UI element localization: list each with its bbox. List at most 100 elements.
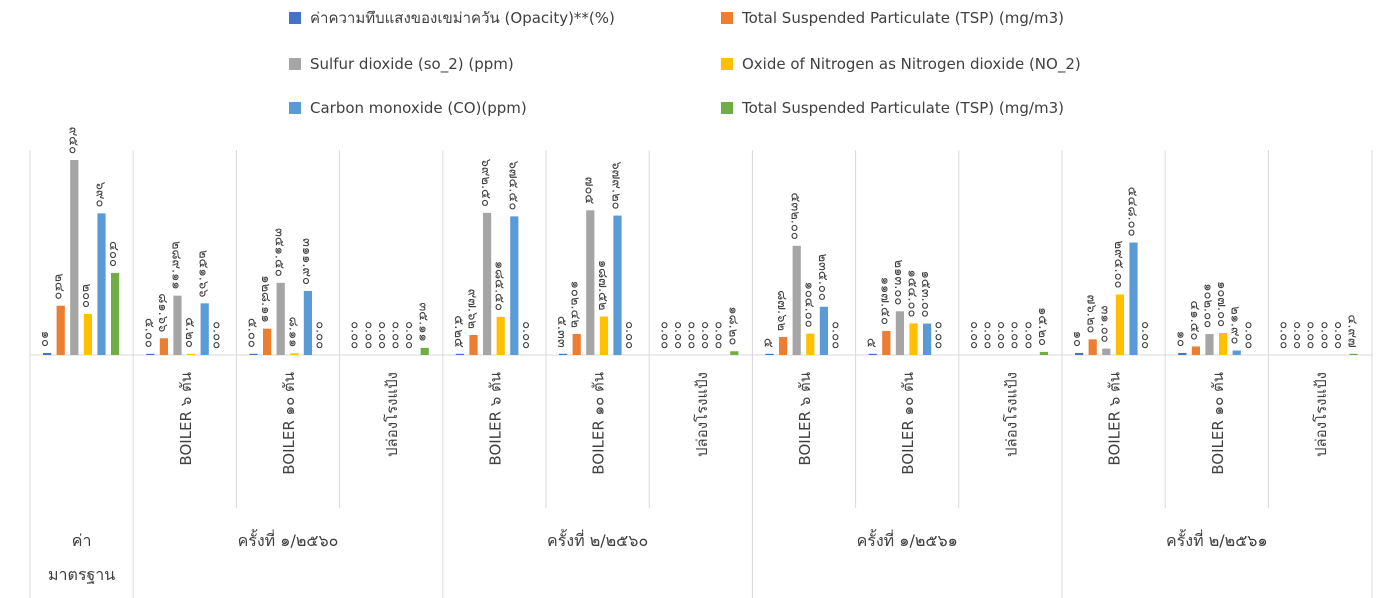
category-label: BOILER ๑๐ ตัน	[280, 372, 298, 475]
data-label: ๐.๐๐	[348, 321, 363, 349]
data-label: ๐.๐๐	[361, 321, 376, 349]
bar	[1129, 242, 1138, 355]
bar	[455, 353, 464, 355]
data-label: ๐.๐๐	[375, 321, 390, 349]
category-label: ปล่องโรงแป้ง	[1312, 372, 1330, 457]
bar	[1075, 352, 1084, 355]
bar	[276, 282, 285, 355]
chart-labels: ๑๐๒๔๐๙๕๐๒๐๐๖๙๐๔๐๐ค่ามาตรฐาน๕.๐๐๘๑.๖๖๒๘๙.…	[38, 127, 1359, 584]
data-label: ๕.๒๐	[182, 317, 197, 348]
bar	[559, 353, 568, 355]
bar	[173, 295, 182, 355]
bar	[613, 215, 622, 355]
category-label: BOILER ๑๐ ตัน	[590, 372, 608, 475]
bar	[43, 352, 52, 355]
data-label: ๕	[761, 338, 776, 348]
legend-label: ค่าความทึบแสงของเขม่าควัน (Opacity)**(%)	[310, 9, 615, 27]
bar	[263, 328, 272, 355]
category-label: BOILER ๖ ตัน	[796, 372, 814, 466]
data-label: ๐.๐๐	[685, 321, 700, 349]
data-label: ๐.๐๐	[994, 321, 1009, 349]
data-label: ๑๐	[1173, 331, 1188, 347]
bar	[1088, 339, 1097, 355]
legend-swatch	[721, 12, 733, 24]
category-label: ปล่องโรงแป้ง	[383, 372, 401, 457]
data-label: ๑๘.๒๐	[725, 306, 740, 345]
data-label: ๐.๐๐	[402, 321, 417, 349]
bar	[510, 216, 519, 355]
category-label: BOILER ๑๐ ตัน	[899, 372, 917, 475]
data-label: ๐.๐๐	[1021, 321, 1036, 349]
data-label: ๓๕.๑๑	[416, 302, 431, 341]
bar	[70, 160, 79, 355]
data-label: ๒๑๓.๐๐	[891, 260, 906, 306]
data-label: ๕๓๒.๐๐	[788, 193, 803, 240]
data-label: ๐.๐๐	[1241, 321, 1256, 349]
bar	[765, 353, 774, 355]
data-label: ๐.๐๐	[209, 321, 224, 349]
data-label: ๑๕๔.๐๐	[905, 269, 920, 317]
legend-label: Total Suspended Particulate (TSP) (mg/m3…	[741, 99, 1064, 117]
data-label: ๑๐	[38, 331, 53, 347]
data-label: ๑๘๗.๕๒	[595, 260, 610, 311]
bar	[868, 353, 877, 355]
data-label: ๐.๐๐	[1331, 321, 1346, 349]
legend-item: Oxide of Nitrogen as Nitrogen dioxide (N…	[721, 55, 1081, 74]
data-label: ๐.๐๐	[829, 321, 844, 349]
legend-item: ค่าความทึบแสงของเขม่าควัน (Opacity)**(%)	[289, 9, 615, 27]
bar	[819, 306, 828, 355]
data-label: ๑๑๗.๕๐	[877, 277, 892, 325]
bar	[1349, 353, 1358, 355]
data-label: ๖๗๕.๕๐	[505, 161, 520, 211]
data-label: ๐.๐๐	[313, 321, 328, 349]
data-label: ๖๙๒.๕๐	[478, 159, 493, 207]
legend-swatch	[289, 58, 301, 70]
bar	[420, 347, 429, 355]
category-label: BOILER ๖ ตัน	[177, 372, 195, 466]
legend-swatch	[289, 102, 301, 114]
data-label: ๖๙๐	[93, 182, 108, 208]
bar	[599, 316, 608, 355]
bar	[882, 330, 891, 355]
bar	[1232, 350, 1241, 355]
data-label: ๑๕.๒๐	[1035, 307, 1050, 346]
bar	[303, 290, 312, 355]
legend-swatch	[289, 12, 301, 24]
data-label: ๔๐๐	[106, 241, 121, 267]
category-label: BOILER ๑๐ ตัน	[1209, 372, 1227, 475]
bar	[586, 210, 595, 355]
data-label: ๖๗๙.๒๐	[609, 161, 624, 209]
group-label: ครั้งที่ ๒/๒๕๖๑	[1166, 529, 1268, 550]
data-label: ๐.๐๐	[967, 321, 982, 349]
data-label: ๘๑.๖๖	[155, 293, 170, 332]
legend-label: Oxide of Nitrogen as Nitrogen dioxide (N…	[742, 55, 1081, 74]
bar	[146, 353, 155, 355]
data-label: ๑๒๘.๑๑	[258, 275, 273, 323]
bar	[779, 337, 788, 355]
data-label: ๙๗.๖๒	[465, 289, 480, 329]
data-label: ๘.๑๑	[285, 317, 300, 348]
data-label: ๐.๐๐	[712, 321, 727, 349]
bar	[1039, 351, 1048, 355]
bar	[1102, 348, 1111, 355]
data-label: ๒๘๙.๑๑	[169, 241, 184, 290]
legend-label: Sulfur dioxide (so_2) (ppm)	[310, 55, 514, 74]
data-label: ๕	[864, 338, 879, 348]
bar	[1191, 346, 1200, 355]
data-label: ๐.๐๐	[1317, 321, 1332, 349]
legend-item: Total Suspended Particulate (TSP) (mg/m3…	[721, 99, 1064, 117]
chart-bars	[43, 160, 1358, 355]
data-label: ๕.๐๐	[141, 318, 156, 348]
chart-legend: ค่าความทึบแสงของเขม่าควัน (Opacity)**(%)…	[289, 9, 1081, 117]
data-label: ๐.๐๐	[1277, 321, 1292, 349]
data-label: ๑๐	[1070, 331, 1085, 347]
data-label: ๐.๐๐	[1138, 321, 1153, 349]
data-label: ๑๘๕.๕๐	[492, 261, 507, 311]
data-label: ๕.๒๕	[451, 315, 466, 348]
group-label: ครั้งที่ ๑/๒๕๖๑	[857, 529, 958, 550]
legend-item: Carbon monoxide (CO)(ppm)	[289, 99, 527, 117]
group-label: ครั้งที่ ๒/๒๕๖๐	[547, 529, 648, 550]
bar	[56, 305, 65, 355]
data-label: ๗๖.๒๐	[1084, 295, 1099, 334]
bar	[83, 313, 92, 355]
